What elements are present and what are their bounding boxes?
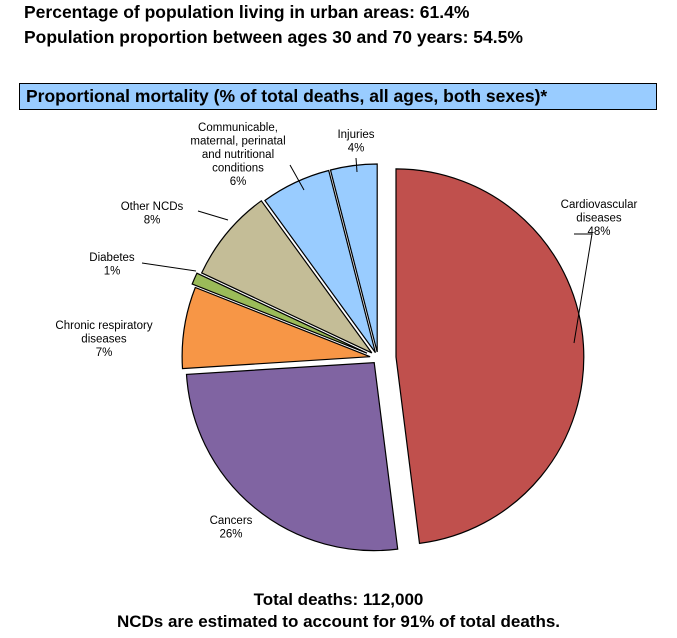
slice-label-communicable-maternal-perinatal-and-nutritional-conditions: Communicable, maternal, perinatal and nutr… — [190, 122, 285, 188]
leader-line-cardiovascular-diseases — [573, 233, 593, 344]
pie-slice-cancers — [185, 361, 399, 552]
age-30-70-population-stat: Population proportion between ages 30 an… — [24, 27, 523, 47]
leader-line-other-ncds — [197, 210, 229, 221]
ncd-share-note: NCDs are estimated to account for 91% of… — [116, 612, 561, 631]
leader-line-communicable-maternal-perinatal-and-nutritional-conditions — [289, 164, 305, 191]
leader-line-diabetes — [141, 262, 197, 272]
slice-label-injuries: Injuries 4% — [337, 129, 374, 155]
slice-label-diabetes: Diabetes 1% — [89, 252, 135, 278]
slice-label-cancers: Cancers 26% — [210, 515, 253, 541]
pie-slice-chronic-respiratory-diseases — [181, 286, 371, 370]
slice-label-cardiovascular-diseases: Cardiovascular diseases 48% — [561, 199, 638, 238]
slice-label-other-ncds: Other NCDs 8% — [121, 201, 184, 227]
pie-slice-injuries — [329, 163, 378, 353]
leader-line-injuries — [355, 157, 358, 173]
pie-slice-communicable-maternal-perinatal-and-nutritional-conditions — [264, 169, 376, 353]
urban-population-stat: Percentage of population living in urban… — [24, 2, 470, 22]
slice-label-chronic-respiratory-diseases: Chronic respiratory diseases 7% — [55, 320, 152, 359]
total-deaths-text: Total deaths: 112,000 — [253, 590, 424, 609]
pie-slice-diabetes — [191, 272, 368, 354]
pie-slice-other-ncds — [200, 199, 373, 354]
chart-title-banner: Proportional mortality (% of total death… — [19, 83, 657, 110]
pie-slice-cardiovascular-diseases — [395, 168, 585, 545]
